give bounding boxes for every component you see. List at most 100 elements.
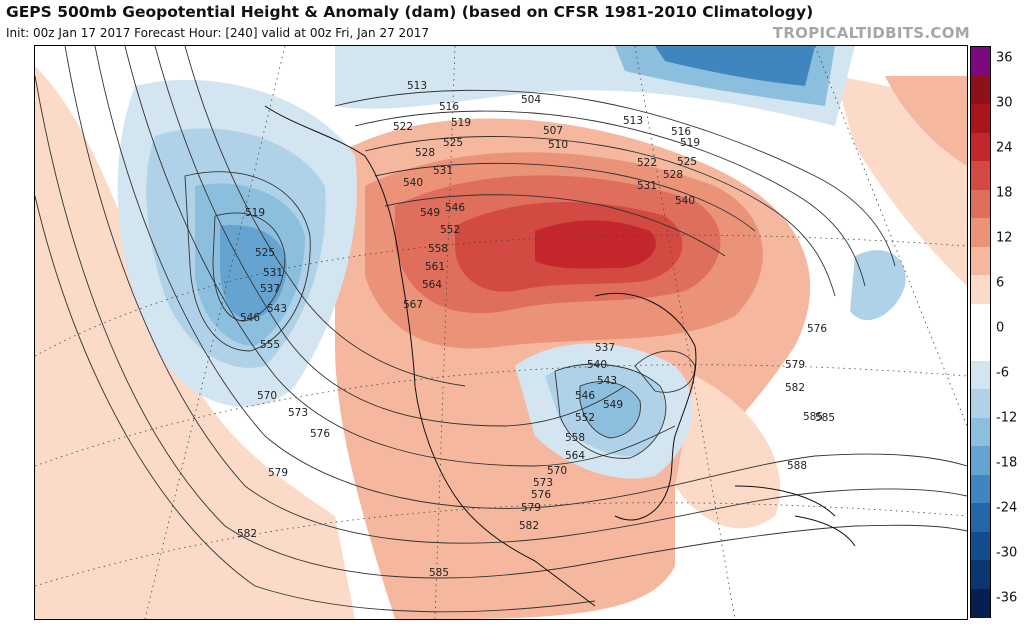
- contour-label: 546: [445, 202, 465, 214]
- contour-label: 567: [403, 299, 423, 311]
- contour-label: 525: [677, 156, 697, 168]
- contour-label: 573: [288, 407, 308, 419]
- contour-label: 531: [433, 165, 453, 177]
- contour-label: 564: [422, 279, 442, 291]
- contour-label: 543: [267, 303, 287, 315]
- colorbar-swatch: [971, 75, 990, 105]
- colorbar-tick-label: 18: [996, 185, 1013, 201]
- contour-label: 546: [575, 390, 595, 402]
- height-contours: [35, 46, 967, 613]
- contour-label: 519: [451, 117, 471, 129]
- contour-label: 531: [637, 180, 657, 192]
- contour-label: 528: [663, 169, 683, 181]
- contour-label: 576: [531, 489, 551, 501]
- contour-label: 525: [255, 247, 275, 259]
- contour-label: 537: [595, 342, 615, 354]
- lat-lon-grid: [35, 46, 967, 619]
- colorbar-tick-label: -18: [996, 455, 1018, 471]
- contour-label: 525: [443, 137, 463, 149]
- map-subtitle: Init: 00z Jan 17 2017 Forecast Hour: [24…: [6, 26, 430, 40]
- colorbar-swatch: [971, 560, 990, 589]
- contour-label: 552: [575, 412, 595, 424]
- contour-label: 570: [257, 390, 277, 402]
- contour-label: 582: [785, 382, 805, 394]
- contour-label: 588: [787, 460, 807, 472]
- colorbar-swatch: [971, 189, 990, 219]
- contour-label: 504: [521, 94, 541, 106]
- colorbar-tick-label: 12: [996, 230, 1013, 246]
- contour-label: 522: [637, 157, 657, 169]
- contour-label: 546: [240, 312, 260, 324]
- contour-label: 513: [623, 115, 643, 127]
- contour-label: 585: [803, 411, 823, 423]
- colorbar-tick-label: -12: [996, 410, 1018, 426]
- map-panel: 513 516 519 522 525 528 531 540 549 546 552 558 561 5…: [34, 45, 968, 620]
- contour-label: 558: [565, 432, 585, 444]
- contour-label: 579: [521, 502, 541, 514]
- contour-label: 564: [565, 450, 585, 462]
- colorbar-swatch: [971, 332, 990, 361]
- contour-label: 549: [420, 207, 440, 219]
- contour-label: 513: [407, 80, 427, 92]
- contour-label: 540: [675, 195, 695, 207]
- contour-label: 531: [263, 267, 283, 279]
- contour-label: 582: [519, 520, 539, 532]
- colorbar-tick-label: -24: [996, 500, 1018, 516]
- anomaly-colorbar: [970, 46, 991, 618]
- contour-label: 555: [260, 339, 280, 351]
- colorbar-swatch: [971, 360, 990, 390]
- colorbar-swatch: [971, 417, 990, 447]
- contour-label: 543: [597, 375, 617, 387]
- contour-label: 507: [543, 125, 563, 137]
- contour-label: 570: [547, 465, 567, 477]
- colorbar-tick-label: 6: [996, 275, 1005, 291]
- contour-label: 579: [268, 467, 288, 479]
- colorbar-swatch: [971, 246, 990, 276]
- colorbar-swatch: [971, 503, 990, 532]
- contour-label: 528: [415, 147, 435, 159]
- contour-label: 552: [440, 224, 460, 236]
- colorbar-tick-label: -36: [996, 590, 1018, 606]
- colorbar-swatch: [971, 389, 990, 418]
- colorbar-tick-label: -30: [996, 545, 1018, 561]
- contour-label: 576: [310, 428, 330, 440]
- colorbar-swatch: [971, 132, 990, 162]
- coastlines: [264, 105, 856, 607]
- contour-label: 537: [260, 283, 280, 295]
- contour-label: 540: [403, 177, 423, 189]
- colorbar-swatch: [971, 531, 990, 561]
- colorbar-tick-label: 30: [996, 95, 1013, 111]
- contour-label: 540: [587, 359, 607, 371]
- brand-logo-text: TROPICALTIDBITS.COM: [772, 24, 970, 42]
- colorbar-swatch: [971, 275, 990, 304]
- contour-label: 510: [548, 139, 568, 151]
- contour-label: 585: [429, 567, 449, 579]
- contour-label: 519: [680, 137, 700, 149]
- contour-label: 516: [671, 126, 691, 138]
- colorbar-swatch: [971, 303, 990, 333]
- contour-label: 558: [428, 243, 448, 255]
- contour-label: 519: [245, 207, 265, 219]
- colorbar-swatch: [971, 47, 990, 76]
- contour-label: 549: [603, 399, 623, 411]
- colorbar-tick-label: 24: [996, 140, 1013, 156]
- colorbar-swatch: [971, 474, 990, 504]
- colorbar-swatch: [971, 218, 990, 247]
- contour-label: 561: [425, 261, 445, 273]
- colorbar-tick-label: -6: [996, 365, 1009, 381]
- colorbar-swatch: [971, 104, 990, 133]
- contour-label: 576: [807, 323, 827, 335]
- contour-label: 516: [439, 101, 459, 113]
- contour-label: 585: [815, 412, 835, 424]
- colorbar-swatch: [971, 446, 990, 475]
- colorbar-tick-label: 36: [996, 50, 1013, 66]
- contour-label: 522: [393, 121, 413, 133]
- contour-label: 573: [533, 477, 553, 489]
- colorbar-swatch: [971, 161, 990, 190]
- colorbar-tick-label: 0: [996, 320, 1005, 336]
- colorbar-swatch: [971, 588, 990, 618]
- contour-label: 579: [785, 359, 805, 371]
- map-title: GEPS 500mb Geopotential Height & Anomaly…: [6, 3, 814, 21]
